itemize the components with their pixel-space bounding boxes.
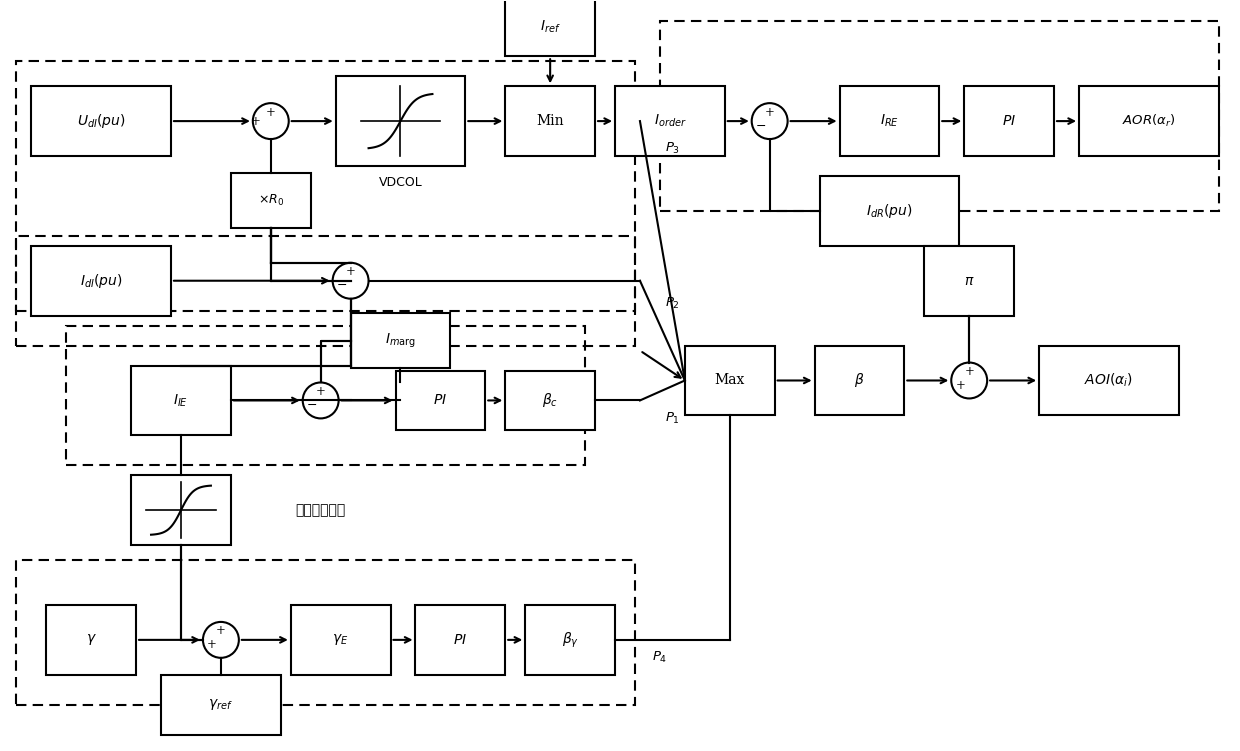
Bar	[1039, 345, 1179, 415]
Bar	[396, 370, 485, 430]
Text: +: +	[955, 379, 965, 392]
Text: −: −	[306, 399, 317, 412]
Bar	[290, 605, 391, 675]
Text: $PI$: $PI$	[454, 633, 467, 647]
Bar	[16, 62, 635, 345]
Bar	[16, 236, 635, 311]
Text: −: −	[755, 119, 766, 133]
Text: $\times R_0$: $\times R_0$	[258, 193, 284, 209]
Text: $I_{ref}$: $I_{ref}$	[539, 18, 560, 35]
Text: +: +	[965, 365, 975, 378]
Text: $I_{RE}$: $I_{RE}$	[880, 113, 899, 129]
Text: $I_{order}$: $I_{order}$	[653, 113, 686, 129]
Text: $\gamma$: $\gamma$	[86, 632, 97, 647]
Text: $P_1$: $P_1$	[665, 410, 680, 426]
Bar	[31, 86, 171, 156]
Bar	[16, 560, 635, 704]
Bar	[615, 86, 724, 156]
Text: +: +	[765, 106, 775, 119]
Text: +: +	[346, 265, 356, 279]
Bar	[815, 345, 904, 415]
Text: $P_2$: $P_2$	[665, 296, 680, 311]
Bar	[131, 475, 231, 545]
Bar	[46, 605, 136, 675]
Text: −: −	[336, 279, 347, 292]
Text: $\beta_\gamma$: $\beta_\gamma$	[562, 630, 579, 650]
Bar	[505, 370, 595, 430]
Bar	[505, 0, 595, 56]
Bar	[31, 246, 171, 315]
Text: $PI$: $PI$	[1002, 114, 1016, 128]
Bar	[415, 605, 505, 675]
Text: +: +	[250, 115, 260, 128]
Text: $\gamma_{ref}$: $\gamma_{ref}$	[208, 697, 233, 712]
Bar	[526, 605, 615, 675]
Text: $P_3$: $P_3$	[665, 141, 680, 156]
Text: $\gamma_E$: $\gamma_E$	[332, 632, 348, 647]
Text: VDCOL: VDCOL	[378, 176, 423, 189]
Text: $AOR(\alpha_r)$: $AOR(\alpha_r)$	[1122, 113, 1176, 129]
Text: $I_{dI}(pu)$: $I_{dI}(pu)$	[79, 272, 123, 290]
Text: $\beta$: $\beta$	[854, 372, 864, 390]
Bar	[660, 21, 1219, 211]
Text: $\beta_c$: $\beta_c$	[542, 391, 558, 409]
Text: $I_{m\mathrm{arg}}$: $I_{m\mathrm{arg}}$	[386, 331, 415, 350]
Text: +: +	[265, 106, 275, 119]
Bar	[131, 366, 231, 436]
Bar	[336, 76, 465, 166]
Text: Max: Max	[714, 373, 745, 388]
Bar	[924, 246, 1014, 315]
Text: $AOI(\alpha_i)$: $AOI(\alpha_i)$	[1084, 372, 1133, 389]
Bar	[839, 86, 939, 156]
Text: $U_{dI}(pu)$: $U_{dI}(pu)$	[77, 112, 125, 130]
Text: $\pi$: $\pi$	[963, 273, 975, 288]
Bar	[820, 176, 960, 246]
Text: +: +	[216, 624, 226, 638]
Text: $P_4$: $P_4$	[652, 650, 667, 665]
Text: $I_{dR}(pu)$: $I_{dR}(pu)$	[866, 202, 913, 220]
Text: 电流偏差矫正: 电流偏差矫正	[295, 503, 346, 517]
Bar	[161, 675, 280, 734]
Bar	[351, 313, 450, 368]
Bar	[231, 173, 311, 228]
Bar	[965, 86, 1054, 156]
Text: +: +	[207, 638, 217, 651]
Text: Min: Min	[537, 114, 564, 128]
Text: $I_{IE}$: $I_{IE}$	[174, 392, 188, 409]
Text: +: +	[316, 385, 326, 398]
Bar	[1079, 86, 1219, 156]
Bar	[66, 326, 585, 466]
Bar	[684, 345, 775, 415]
Bar	[505, 86, 595, 156]
Text: $PI$: $PI$	[433, 394, 448, 408]
